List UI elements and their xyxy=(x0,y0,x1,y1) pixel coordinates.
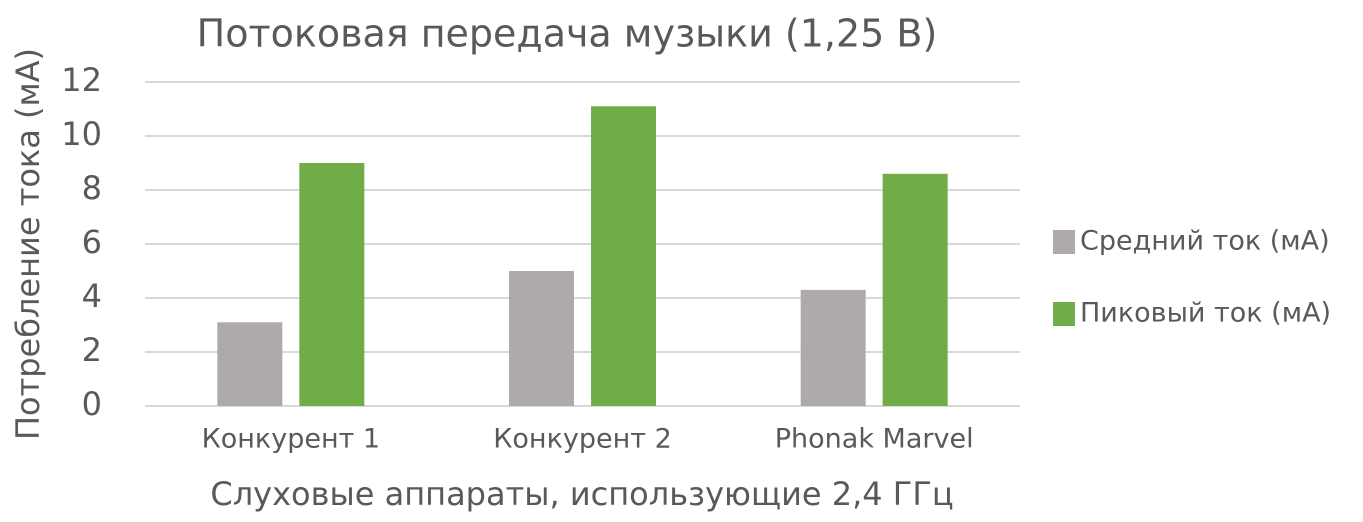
bar xyxy=(509,271,574,406)
legend-swatch xyxy=(1053,302,1075,326)
bar xyxy=(882,173,948,406)
y-tick-label: 2 xyxy=(82,331,102,369)
y-tick-label: 6 xyxy=(82,223,102,261)
bar xyxy=(800,289,866,406)
bar xyxy=(299,163,365,406)
y-tick-label: 0 xyxy=(82,385,102,423)
x-tick-label: Конкурент 2 xyxy=(493,424,672,455)
bar xyxy=(217,322,283,406)
y-tick-label: 10 xyxy=(61,115,102,153)
legend-label: Средний ток (мА) xyxy=(1080,226,1330,257)
legend-swatch xyxy=(1053,230,1075,254)
y-axis-title: Потребление тока (мА) xyxy=(9,48,47,440)
y-tick-label: 4 xyxy=(82,277,102,315)
x-tick-label: Конкурент 1 xyxy=(202,424,381,455)
x-axis-title: Слуховые аппараты, использующие 2,4 ГГц xyxy=(210,475,953,513)
chart-title: Потоковая передача музыки (1,25 В) xyxy=(197,12,938,56)
x-tick-label: Phonak Marvel xyxy=(775,424,974,455)
y-tick-label: 8 xyxy=(82,169,102,207)
legend-label: Пиковый ток (мА) xyxy=(1080,298,1331,329)
bar xyxy=(591,106,656,407)
y-tick-label: 12 xyxy=(61,61,102,99)
